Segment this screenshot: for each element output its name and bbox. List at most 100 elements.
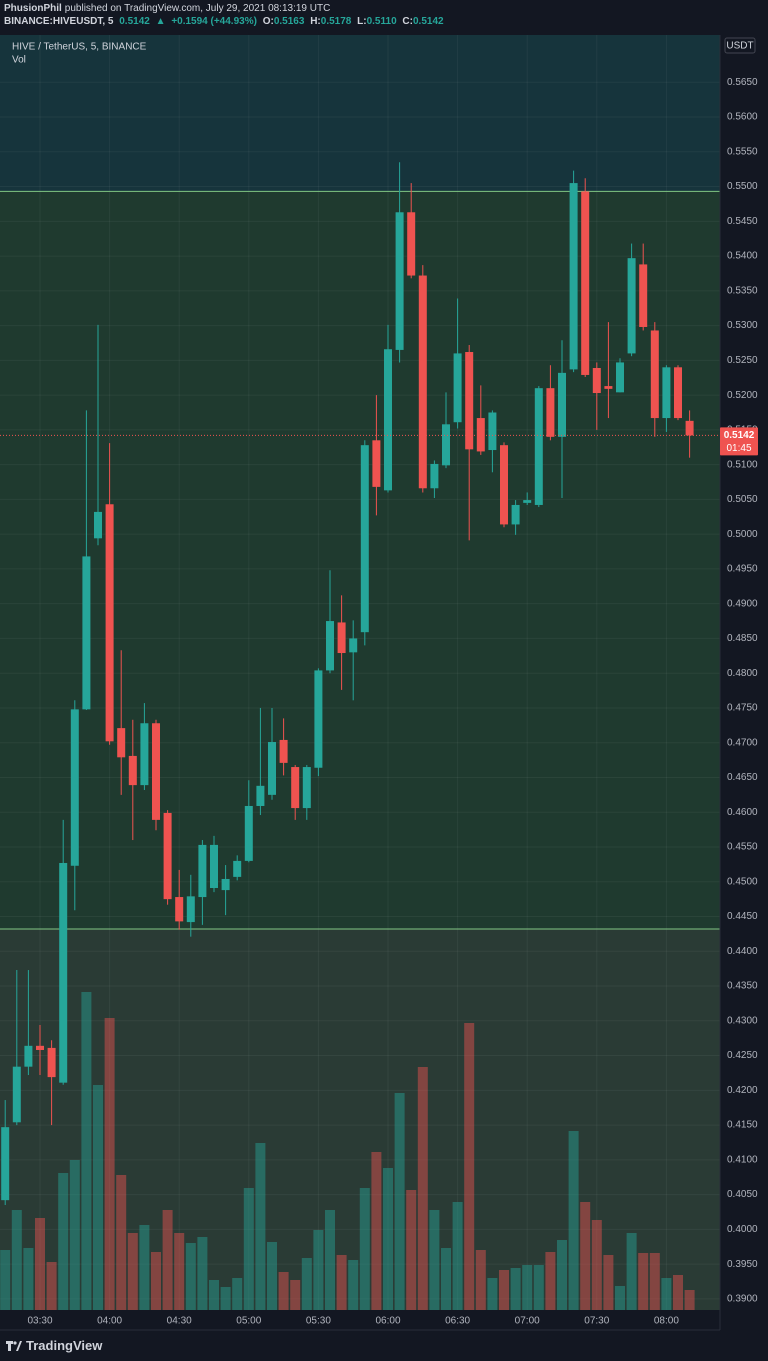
- candle-body: [152, 723, 160, 820]
- volume-bar: [93, 1085, 103, 1310]
- y-tick-label: 0.5050: [727, 494, 758, 505]
- candle-body: [82, 556, 91, 710]
- volume-bar: [255, 1143, 266, 1310]
- volume-bar: [371, 1152, 382, 1310]
- candle-body: [662, 367, 671, 419]
- candle-body: [604, 386, 613, 389]
- brand-name: TradingView: [26, 1338, 103, 1353]
- y-tick-label: 0.5550: [727, 146, 758, 157]
- candle-body: [546, 388, 555, 437]
- volume-bar: [290, 1280, 301, 1310]
- published: published on TradingView.com, July 29, 2…: [64, 3, 331, 14]
- upper-zone: [0, 35, 720, 192]
- symbol: BINANCE:HIVEUSDT, 5: [4, 16, 114, 27]
- middle-zone: [0, 191, 720, 930]
- x-tick-label: 05:00: [236, 1316, 261, 1327]
- y-tick-label: 0.5400: [727, 251, 758, 262]
- y-tick-label: 0.4150: [727, 1120, 758, 1131]
- o: 0.5163: [273, 16, 305, 27]
- candle-body: [291, 767, 300, 809]
- candle-body: [442, 424, 450, 466]
- lower-zone: [0, 929, 720, 1310]
- volume-bar: [406, 1190, 417, 1310]
- volume-bar: [116, 1175, 127, 1310]
- volume-bar: [487, 1278, 498, 1310]
- volume-bar: [591, 1220, 602, 1310]
- candle-body: [558, 372, 566, 437]
- y-tick-label: 0.3950: [727, 1259, 758, 1270]
- candle-body: [128, 755, 137, 786]
- candle-body: [674, 367, 682, 419]
- y-tick-label: 0.4100: [727, 1154, 758, 1165]
- y-tick-label: 0.4250: [727, 1050, 758, 1061]
- o-label: O:: [262, 16, 274, 27]
- candle-body: [1, 1127, 10, 1201]
- currency-box: [724, 37, 756, 54]
- y-tick-label: 0.4700: [727, 737, 758, 748]
- candle-body: [384, 349, 392, 491]
- candle-body: [233, 860, 242, 877]
- candle-body: [314, 670, 323, 768]
- y-tick-label: 0.5000: [727, 529, 758, 540]
- volume-bar: [301, 1258, 312, 1310]
- volume-bar: [325, 1210, 335, 1310]
- candle-body: [175, 897, 184, 922]
- candle-body: [256, 785, 265, 806]
- candle-body: [117, 728, 126, 758]
- background: [0, 35, 720, 1330]
- candle-body: [59, 862, 68, 1083]
- candle-body: [337, 622, 346, 654]
- candle-body: [198, 844, 207, 898]
- candle-body: [94, 511, 102, 539]
- change: +0.1594 (+44.93%): [171, 16, 257, 27]
- candle-body: [465, 352, 474, 450]
- candle-body: [36, 1045, 44, 1050]
- candle-body: [407, 212, 416, 276]
- y-tick-label: 0.5300: [727, 320, 758, 331]
- volume-bar: [104, 1018, 115, 1310]
- l: 0.5110: [366, 16, 397, 27]
- volume-bar: [81, 992, 92, 1310]
- x-tick-label: 04:30: [167, 1316, 192, 1327]
- price-label-box: [720, 427, 758, 456]
- volume-bar: [35, 1218, 45, 1310]
- volume-bar: [684, 1290, 695, 1310]
- c-label: C:: [402, 16, 413, 27]
- volume-bar: [394, 1093, 405, 1310]
- symbol-line: BINANCE:HIVEUSDT, 5 0.5142 ▲ +0.1594 (+4…: [4, 16, 447, 27]
- x-tick-label: 06:00: [375, 1316, 400, 1327]
- volume-bar: [348, 1260, 359, 1310]
- candle-body: [418, 275, 427, 489]
- volume-bar: [568, 1131, 579, 1310]
- candle-body: [349, 638, 358, 653]
- y-tick-label: 0.4000: [727, 1224, 758, 1235]
- y-tick-label: 0.4900: [727, 598, 758, 609]
- candle-body: [476, 418, 485, 452]
- candle-body: [140, 723, 149, 786]
- candle-body: [650, 330, 659, 419]
- volume-bar: [11, 1210, 22, 1310]
- candle-body: [268, 742, 276, 795]
- y-tick-label: 0.4600: [727, 807, 758, 818]
- y-tick-label: 0.4200: [727, 1085, 758, 1096]
- volume-bar: [626, 1233, 637, 1310]
- candle-body: [372, 440, 381, 487]
- y-tick-label: 0.4500: [727, 876, 758, 887]
- x-tick-label: 07:30: [584, 1316, 609, 1327]
- volume-bar: [429, 1210, 440, 1310]
- volume-bar: [313, 1230, 324, 1310]
- countdown: 01:45: [726, 443, 751, 454]
- candle-body: [592, 368, 601, 394]
- y-tick-label: 0.4750: [727, 703, 758, 714]
- x-tick-label: 03:30: [27, 1316, 52, 1327]
- volume-bar: [185, 1243, 196, 1310]
- y-tick-label: 0.5250: [727, 355, 758, 366]
- volume-bar: [638, 1253, 649, 1310]
- volume-bar: [464, 1023, 475, 1310]
- volume-bar: [661, 1278, 672, 1310]
- volume-bar: [441, 1248, 451, 1310]
- y-tick-label: 0.4300: [727, 1015, 758, 1026]
- volume-bar: [510, 1268, 521, 1310]
- h-label: H:: [310, 16, 321, 27]
